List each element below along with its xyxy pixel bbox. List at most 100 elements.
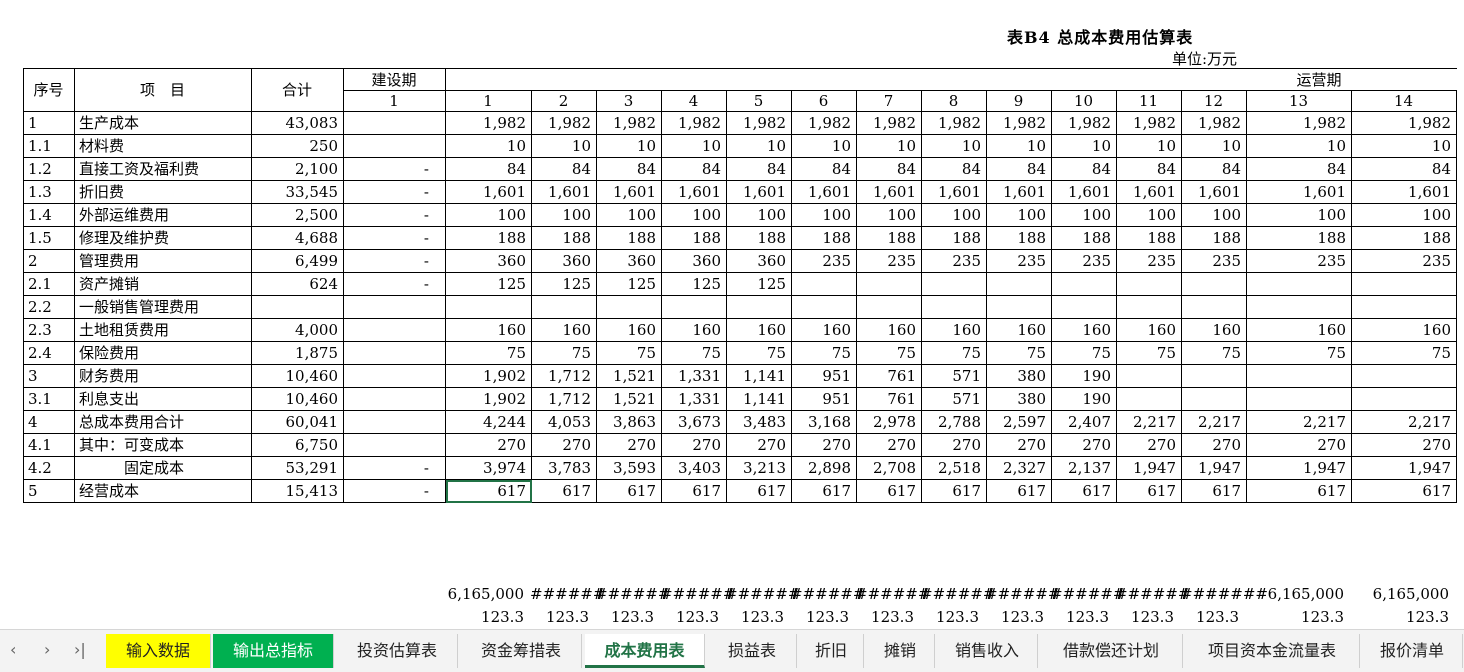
footer-cell[interactable]: 123.3	[481, 608, 524, 626]
value-cell[interactable]	[531, 295, 597, 319]
value-cell[interactable]: 84	[986, 157, 1052, 181]
value-cell[interactable]: 1,141	[726, 364, 792, 388]
value-cell[interactable]: 951	[791, 364, 857, 388]
value-cell[interactable]: 270	[1181, 433, 1247, 457]
footer-cell[interactable]: 123.3	[1406, 608, 1449, 626]
value-cell[interactable]: 1,601	[791, 180, 857, 204]
row-construction-cell[interactable]	[343, 318, 446, 342]
header-year-2[interactable]: 2	[531, 90, 597, 112]
value-cell[interactable]: 3,483	[726, 410, 792, 434]
footer-cell[interactable]: 123.3	[1196, 608, 1239, 626]
value-cell[interactable]: 270	[661, 433, 727, 457]
value-cell[interactable]: 270	[1051, 433, 1117, 457]
prev-sheet-icon[interactable]: ‹	[10, 640, 17, 659]
value-cell[interactable]: 10	[445, 134, 532, 158]
sheet-tab[interactable]: 折旧	[799, 634, 864, 668]
value-cell[interactable]	[596, 295, 662, 319]
value-cell[interactable]: 84	[1351, 157, 1457, 181]
value-cell[interactable]: 84	[856, 157, 922, 181]
row-total-cell[interactable]: 624	[251, 272, 344, 296]
value-cell[interactable]: 3,168	[791, 410, 857, 434]
header-year-3[interactable]: 3	[596, 90, 662, 112]
value-cell[interactable]: 100	[791, 203, 857, 227]
value-cell[interactable]: 270	[856, 433, 922, 457]
footer-cell[interactable]: 123.3	[741, 608, 784, 626]
value-cell[interactable]: 188	[596, 226, 662, 250]
value-cell[interactable]: 84	[1246, 157, 1352, 181]
value-cell[interactable]: 761	[856, 364, 922, 388]
value-cell[interactable]: 188	[921, 226, 987, 250]
row-item-cell[interactable]: 财务费用	[74, 364, 252, 388]
value-cell[interactable]: 360	[445, 249, 532, 273]
row-item-cell[interactable]: 折旧费	[74, 180, 252, 204]
row-total-cell[interactable]: 60,041	[251, 410, 344, 434]
value-cell[interactable]: 235	[1246, 249, 1352, 273]
value-cell[interactable]: 2,217	[1246, 410, 1352, 434]
value-cell[interactable]: 190	[1051, 364, 1117, 388]
value-cell[interactable]: 75	[921, 341, 987, 365]
row-number-cell[interactable]: 1.5	[23, 226, 75, 250]
value-cell[interactable]: 2,597	[986, 410, 1052, 434]
header-year-1[interactable]: 1	[445, 90, 532, 112]
sheet-tab[interactable]: 借款偿还计划	[1040, 634, 1183, 668]
row-construction-cell[interactable]	[343, 387, 446, 411]
value-cell[interactable]	[1181, 295, 1247, 319]
value-cell[interactable]: 617	[1351, 479, 1457, 503]
value-cell[interactable]: 2,327	[986, 456, 1052, 480]
value-cell[interactable]: 10	[1246, 134, 1352, 158]
value-cell[interactable]: 84	[531, 157, 597, 181]
header-operation[interactable]: 运营期	[445, 68, 1457, 91]
value-cell[interactable]: 160	[1246, 318, 1352, 342]
value-cell[interactable]: 125	[596, 272, 662, 296]
value-cell[interactable]: 270	[921, 433, 987, 457]
value-cell[interactable]: 1,601	[445, 180, 532, 204]
value-cell[interactable]: 1,947	[1351, 456, 1457, 480]
value-cell[interactable]: 75	[1181, 341, 1247, 365]
header-item[interactable]: 项 目	[74, 68, 252, 112]
row-construction-cell[interactable]: -	[343, 249, 446, 273]
row-total-cell[interactable]: 10,460	[251, 387, 344, 411]
value-cell[interactable]	[986, 272, 1052, 296]
value-cell[interactable]: 1,982	[791, 111, 857, 135]
value-cell[interactable]: 1,947	[1181, 456, 1247, 480]
value-cell[interactable]: 10	[726, 134, 792, 158]
footer-cell[interactable]: 123.3	[806, 608, 849, 626]
row-item-cell[interactable]: 土地租赁费用	[74, 318, 252, 342]
value-cell[interactable]: 617	[921, 479, 987, 503]
value-cell[interactable]: 1,902	[445, 364, 532, 388]
value-cell[interactable]: 188	[791, 226, 857, 250]
value-cell[interactable]: 235	[986, 249, 1052, 273]
value-cell[interactable]: 188	[445, 226, 532, 250]
row-item-cell[interactable]: 生产成本	[74, 111, 252, 135]
value-cell[interactable]: 1,601	[1116, 180, 1182, 204]
footer-cell[interactable]: 123.3	[1001, 608, 1044, 626]
header-year-7[interactable]: 7	[856, 90, 922, 112]
value-cell[interactable]: 100	[921, 203, 987, 227]
row-number-cell[interactable]: 5	[23, 479, 75, 503]
header-year-5[interactable]: 5	[726, 90, 792, 112]
value-cell[interactable]: 1,601	[856, 180, 922, 204]
footer-cell[interactable]: ######	[920, 585, 996, 603]
value-cell[interactable]: 270	[596, 433, 662, 457]
value-cell[interactable]: 160	[661, 318, 727, 342]
footer-cell[interactable]: ######	[790, 585, 866, 603]
footer-cell[interactable]: 123.3	[546, 608, 589, 626]
value-cell[interactable]: 190	[1051, 387, 1117, 411]
value-cell[interactable]: 75	[856, 341, 922, 365]
row-item-cell[interactable]: 材料费	[74, 134, 252, 158]
value-cell[interactable]: 2,137	[1051, 456, 1117, 480]
value-cell[interactable]: 10	[986, 134, 1052, 158]
value-cell[interactable]: 3,593	[596, 456, 662, 480]
value-cell[interactable]: 160	[1181, 318, 1247, 342]
value-cell[interactable]: 75	[531, 341, 597, 365]
header-year-9[interactable]: 9	[986, 90, 1052, 112]
footer-cell[interactable]: 123.3	[871, 608, 914, 626]
value-cell[interactable]: 617	[1116, 479, 1182, 503]
value-cell[interactable]: 100	[1246, 203, 1352, 227]
header-year-11[interactable]: 11	[1116, 90, 1182, 112]
value-cell[interactable]: 160	[921, 318, 987, 342]
value-cell[interactable]: 270	[531, 433, 597, 457]
value-cell[interactable]: 160	[856, 318, 922, 342]
value-cell[interactable]: 84	[596, 157, 662, 181]
value-cell[interactable]: 360	[596, 249, 662, 273]
